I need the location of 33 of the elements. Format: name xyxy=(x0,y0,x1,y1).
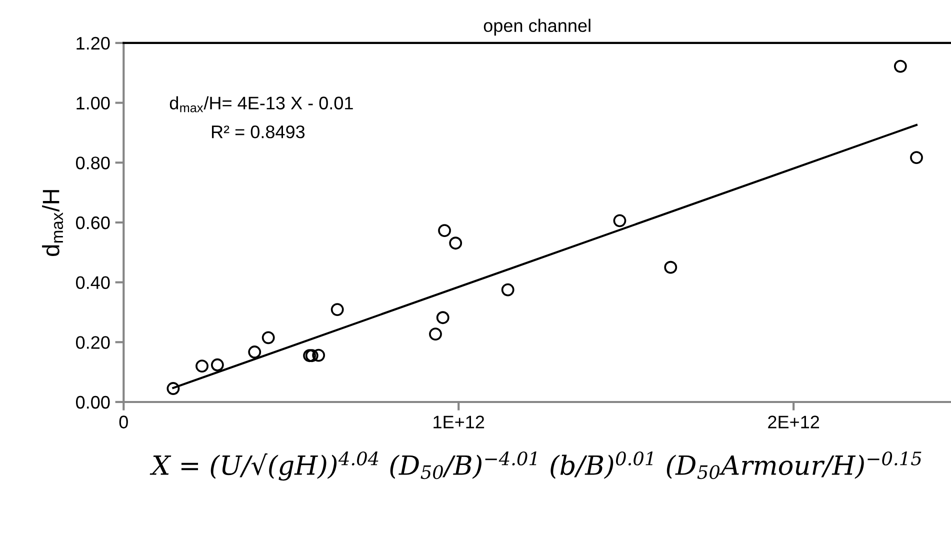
y-tick-label: 1.20 xyxy=(76,36,110,50)
point xyxy=(449,236,462,250)
point xyxy=(429,328,442,341)
point xyxy=(436,311,450,324)
point xyxy=(613,214,626,228)
y-tick-label: 0.60 xyxy=(76,216,110,230)
point xyxy=(910,151,923,164)
x-tick-label: 1E+12 xyxy=(434,416,484,428)
x-tick-label: 2E+12 xyxy=(768,416,820,428)
y-tick-label: 0.40 xyxy=(76,276,110,290)
chart-title: open channel xyxy=(484,18,590,36)
point xyxy=(894,60,907,73)
annotation: d$_{max}$/H= 4E-13 X - 0.01 xyxy=(170,96,353,112)
point xyxy=(330,303,344,316)
y-tick-label: 0.00 xyxy=(76,396,110,409)
annotation: R² = 0.8493 xyxy=(212,126,305,138)
y-tick-label: 0.80 xyxy=(76,156,110,170)
text: X = (U/√(gH))$^{4.04}$ (D$_{50}$/B)$^{−4.01}$ (b/B)$^{0.01}$ (D$_{50}$Armour/H)$^{−0.15}$ xyxy=(150,451,922,481)
point xyxy=(438,224,451,238)
point xyxy=(210,358,224,372)
point xyxy=(166,382,180,395)
point xyxy=(262,331,275,344)
point xyxy=(196,360,208,373)
point xyxy=(303,349,316,362)
point xyxy=(248,346,262,358)
point xyxy=(305,349,318,362)
point xyxy=(312,348,326,362)
point xyxy=(501,283,514,296)
y-tick-label: 1.00 xyxy=(76,96,110,110)
x-tick-label: 0 xyxy=(119,416,128,428)
point xyxy=(664,260,678,274)
y-tick-label: 0.20 xyxy=(76,336,110,349)
y-axis-title: d$_{max}$/H xyxy=(42,190,64,256)
